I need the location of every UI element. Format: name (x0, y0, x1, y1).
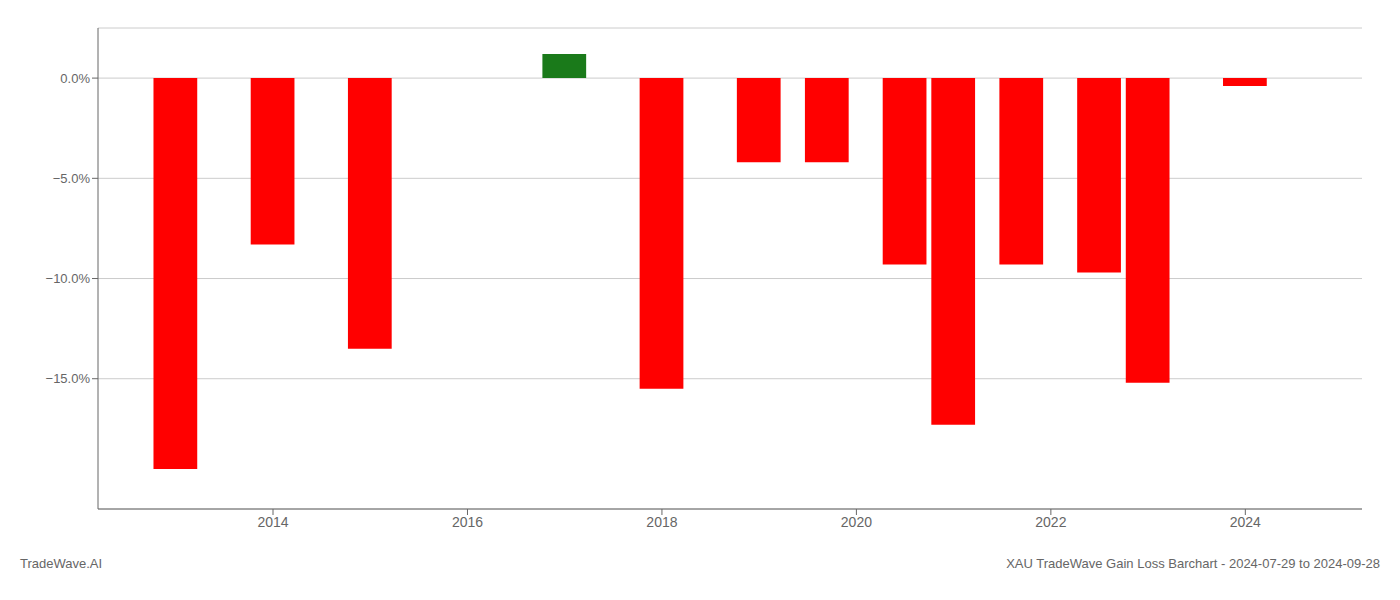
svg-text:2022: 2022 (1035, 514, 1066, 530)
svg-text:2016: 2016 (452, 514, 483, 530)
svg-text:2014: 2014 (257, 514, 288, 530)
svg-text:2024: 2024 (1230, 514, 1261, 530)
svg-text:−10.0%: −10.0% (46, 271, 91, 286)
svg-text:2018: 2018 (646, 514, 677, 530)
html-text:TradeWave.AI: TradeWave.AI (20, 556, 103, 571)
svg-text:0.0%: 0.0% (60, 71, 90, 86)
svg-text:−5.0%: −5.0% (53, 171, 91, 186)
svg-text:−15.0%: −15.0% (46, 371, 91, 386)
svg-text:2020: 2020 (841, 514, 872, 530)
html-text:XAU TradeWave Gain Loss Barcha: XAU TradeWave Gain Loss Barchart - 2024-… (1006, 556, 1380, 571)
